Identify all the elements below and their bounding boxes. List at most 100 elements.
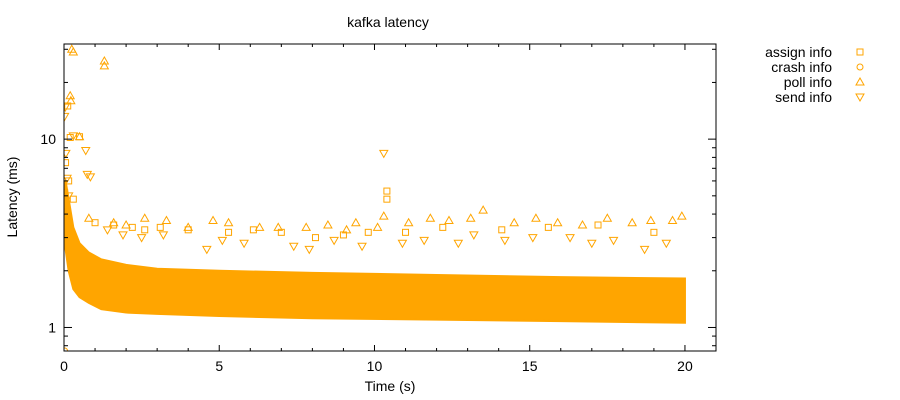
- poll-info-point: [602, 213, 613, 222]
- assign-info-point: [69, 195, 77, 203]
- poll-info-point: [667, 215, 678, 224]
- poll-info-point: [478, 205, 489, 214]
- poll-info-point: [676, 211, 687, 220]
- x-tick-label: 20: [677, 358, 693, 374]
- send-info-point: [661, 239, 672, 249]
- assign-info-point: [439, 223, 447, 231]
- send-info-point: [378, 149, 389, 159]
- send-info-point: [118, 231, 128, 240]
- send-info-point: [468, 231, 479, 240]
- x-tick-label: 15: [522, 358, 538, 374]
- poll-info-point: [68, 47, 79, 56]
- poll-info-point: [465, 213, 476, 222]
- y-tick-label: 1: [48, 319, 56, 335]
- assign-info-point: [110, 221, 118, 229]
- poll-info-point: [65, 95, 76, 105]
- legend-marker-poll-info: [855, 76, 865, 86]
- send-info-point: [608, 236, 619, 246]
- send-info-point: [639, 245, 650, 255]
- poll-info-point: [552, 217, 563, 227]
- assign-info-point: [64, 159, 70, 167]
- assign-info-point: [650, 228, 658, 236]
- poll-info-point: [444, 215, 454, 224]
- y-axis: 1 10: [40, 48, 716, 347]
- y-axis-title: Latency (ms): [4, 157, 20, 238]
- poll-info-point: [627, 217, 638, 227]
- x-axis-title: Time (s): [365, 378, 416, 394]
- assign-info-point: [311, 234, 319, 242]
- poll-info-point: [99, 55, 110, 65]
- send-info-point: [68, 132, 79, 141]
- poll-info-point: [425, 213, 436, 222]
- poll-info-point: [577, 219, 588, 229]
- poll-info-point: [121, 219, 131, 229]
- poll-info-point: [139, 213, 150, 222]
- send-info-point: [64, 103, 71, 113]
- poll-info-point: [273, 222, 284, 231]
- poll-info-point: [223, 217, 234, 227]
- poll-info-point: [323, 219, 333, 229]
- assign-info-point: [91, 219, 99, 227]
- poll-info-point: [372, 222, 383, 231]
- poll-info-point: [301, 222, 312, 231]
- send-info-point: [500, 236, 510, 246]
- legend-label-poll-info: poll info: [784, 74, 832, 90]
- legend-label-assign-info: assign info: [765, 44, 832, 60]
- send-info-point: [239, 239, 249, 249]
- poll-info-point: [208, 215, 218, 224]
- assign-info-point: [364, 228, 372, 236]
- assign-info-point: [383, 195, 391, 203]
- poll-info-point: [183, 222, 194, 231]
- poll-info-point: [99, 60, 110, 70]
- send-info-point: [527, 234, 538, 243]
- poll-info-point: [531, 213, 541, 222]
- plot-frame: [63, 43, 717, 352]
- send-info-point: [586, 239, 597, 249]
- send-info-point: [288, 242, 299, 252]
- legend-marker-send-info: [855, 93, 865, 103]
- send-info-point: [85, 173, 96, 182]
- send-info-point: [357, 242, 367, 252]
- send-info-point: [201, 245, 212, 255]
- legend-marker-crash-info: [856, 63, 864, 71]
- crash-info-point: [64, 347, 69, 351]
- x-tick-label: 10: [367, 358, 383, 374]
- poll-info-point: [509, 217, 520, 227]
- x-tick-label: 5: [215, 358, 223, 374]
- x-tick-label: 0: [60, 358, 68, 374]
- legend-label-send-info: send info: [775, 89, 832, 105]
- send-info-point: [64, 112, 70, 122]
- send-info-point: [419, 236, 430, 246]
- poll-info-point: [341, 224, 352, 234]
- send-info-point: [82, 170, 93, 180]
- assign-info-point: [498, 226, 506, 234]
- assign-info-point: [156, 223, 164, 231]
- assign-info-point: [383, 187, 391, 195]
- send-info-point: [64, 149, 71, 159]
- x-axis: 0 5 10 15 20: [60, 44, 717, 374]
- send-info-point: [136, 234, 147, 243]
- send-info-point: [304, 245, 315, 255]
- send-info-point: [453, 239, 464, 249]
- send-info-point: [397, 239, 408, 249]
- poll-info-point: [108, 217, 119, 227]
- poll-info-point: [254, 222, 265, 231]
- poll-info-point: [83, 213, 94, 222]
- assign-info-point: [225, 228, 233, 236]
- send-info-point: [329, 236, 339, 246]
- chart-title: kafka latency: [347, 14, 429, 30]
- legend-label-crash-info: crash info: [771, 59, 832, 75]
- assign-info-point: [64, 208, 70, 216]
- send-info-point: [80, 147, 91, 156]
- send-info-point: [565, 234, 575, 243]
- assign-info-point: [594, 221, 602, 229]
- y-tick-label: 10: [40, 131, 56, 147]
- send-info-point: [64, 174, 72, 184]
- legend-marker-assign-info: [856, 48, 864, 56]
- assign-info-point: [184, 226, 192, 234]
- poll-info-point: [378, 211, 389, 220]
- dense-latency-band: [64, 180, 686, 324]
- poll-info-point: [161, 215, 172, 224]
